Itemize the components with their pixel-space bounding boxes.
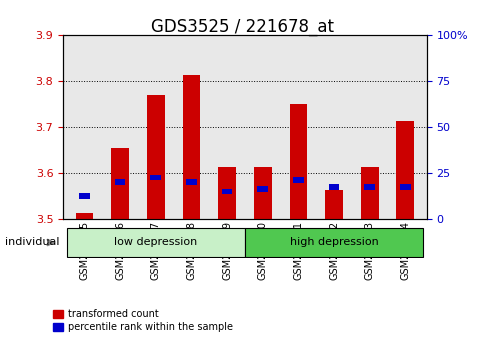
Bar [363, 184, 374, 190]
Bar [395, 121, 413, 219]
Bar [221, 189, 232, 194]
Bar [111, 148, 129, 219]
Bar [76, 213, 93, 219]
Bar [150, 175, 161, 181]
Legend: transformed count, percentile rank within the sample: transformed count, percentile rank withi… [53, 309, 232, 332]
Bar [182, 75, 200, 219]
FancyBboxPatch shape [66, 228, 244, 257]
Bar [147, 95, 165, 219]
FancyBboxPatch shape [244, 228, 423, 257]
Bar [115, 179, 125, 185]
Text: individual: individual [5, 238, 59, 247]
Bar [360, 167, 378, 219]
Bar [289, 104, 307, 219]
Bar [292, 177, 303, 183]
Text: GDS3525 / 221678_at: GDS3525 / 221678_at [151, 18, 333, 36]
Bar [328, 184, 339, 190]
Bar [218, 167, 236, 219]
Bar [79, 193, 90, 199]
Bar [186, 179, 197, 185]
Bar [257, 186, 268, 192]
Text: low depression: low depression [114, 238, 197, 247]
Bar [399, 184, 410, 190]
Bar [253, 167, 271, 219]
Text: high depression: high depression [289, 238, 378, 247]
Bar [324, 190, 342, 219]
